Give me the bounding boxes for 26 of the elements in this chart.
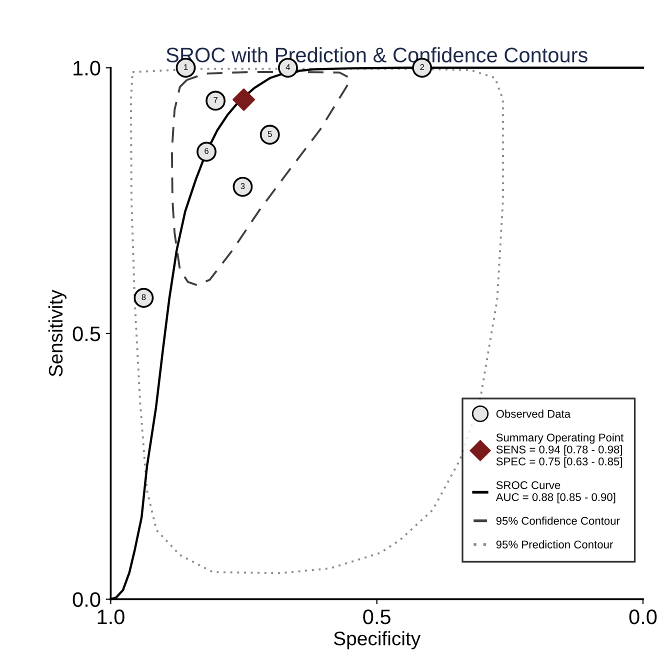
legend-label: 95% Prediction Contour: [496, 540, 613, 548]
chart-title: SROC with Prediction & Confidence Contours: [166, 47, 588, 62]
x-tick-label: 0.5: [363, 609, 390, 624]
x-axis-title: Specificity: [334, 631, 421, 650]
annotation: 4: [286, 64, 290, 70]
point: [232, 176, 253, 197]
annotation: 6: [204, 148, 208, 154]
x-tick-label: 1.0: [98, 609, 124, 624]
y-tick-label: 1.0: [74, 60, 100, 76]
legend-label: Summary Operating Point SENS = 0.94 [0.78 - 0.98] SPEC = 0.75 [0.63 - 0.85]: [496, 433, 624, 468]
point: [232, 88, 255, 111]
annotation: 2: [420, 64, 424, 70]
legend-label: Observed Data: [496, 410, 571, 418]
x-tick-label: 0.0: [629, 609, 657, 624]
legend-label: 95% Confidence Contour: [496, 516, 620, 525]
annotation: 7: [214, 97, 218, 103]
annotation: 1: [184, 64, 188, 70]
annotation: 5: [268, 131, 272, 137]
y-tick-label: 0.5: [72, 326, 100, 342]
annotation: 8: [142, 294, 146, 300]
annotation: 3: [240, 183, 245, 190]
point: [134, 288, 154, 308]
legend-label: SROC Curve AUC = 0.88 [0.85 - 0.90]: [496, 481, 616, 504]
y-tick-label: 0.0: [72, 592, 100, 607]
point: [206, 90, 226, 111]
y-axis-title: Sensitivity: [48, 290, 66, 376]
